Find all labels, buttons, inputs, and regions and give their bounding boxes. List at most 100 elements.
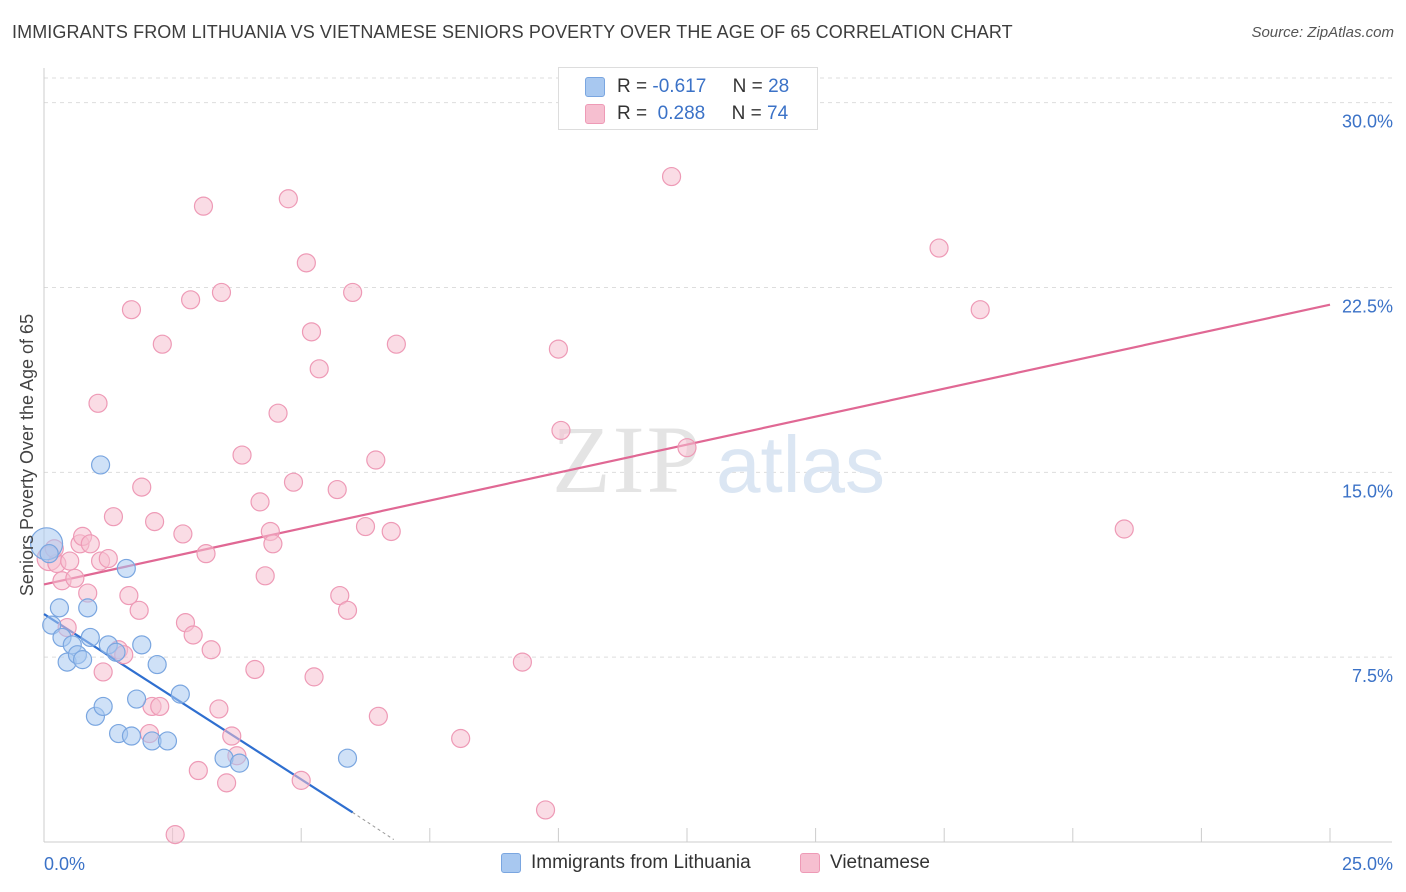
point-vietnamese (98, 548, 118, 569)
point-vietnamese (291, 770, 311, 790)
point-lithuania (229, 753, 250, 773)
point-vietnamese (144, 512, 165, 532)
point-vietnamese (217, 773, 237, 793)
point-vietnamese (201, 640, 221, 660)
n-label: N = (731, 103, 762, 124)
point-lithuania (157, 731, 178, 751)
point-lithuania (147, 654, 167, 675)
point-vietnamese (268, 403, 288, 423)
point-vietnamese (535, 800, 556, 820)
point-vietnamese (132, 477, 152, 497)
point-lithuania (42, 615, 62, 635)
point-vietnamese (119, 585, 139, 606)
point-vietnamese (65, 568, 85, 588)
point-vietnamese (152, 334, 172, 354)
r-label: R = (617, 76, 648, 97)
point-vietnamese (283, 472, 304, 492)
point-vietnamese (551, 420, 571, 441)
point-lithuania (90, 455, 111, 475)
point-vietnamese (451, 728, 471, 749)
point-lithuania (170, 684, 190, 704)
point-vietnamese (548, 339, 569, 359)
legend-item-lithuania[interactable]: Immigrants from Lithuania (501, 852, 751, 874)
point-vietnamese (309, 359, 329, 379)
point-lithuania (106, 642, 126, 662)
point-vietnamese (381, 521, 401, 542)
chart-legend: Immigrants from Lithuania Vietnamese (0, 852, 1406, 878)
y-axis-label: Seniors Poverty Over the Age of 65 (17, 314, 37, 596)
source-label: Source: ZipAtlas.com (1251, 24, 1394, 41)
point-vietnamese (129, 600, 149, 620)
point-vietnamese (386, 334, 406, 354)
point-vietnamese (368, 706, 388, 726)
point-vietnamese (512, 652, 532, 672)
point-lithuania (49, 598, 70, 618)
point-vietnamese (929, 238, 949, 258)
point-vietnamese (121, 300, 142, 320)
point-vietnamese (196, 544, 216, 564)
point-vietnamese (60, 551, 80, 571)
point-vietnamese (677, 438, 697, 458)
point-vietnamese (263, 534, 283, 554)
point-vietnamese (193, 196, 214, 216)
y-tick-label: 30.0% (1342, 112, 1393, 132)
legend-label-vietnamese: Vietnamese (830, 852, 930, 873)
point-vietnamese (250, 492, 270, 512)
x-tick-label: 0.0% (44, 854, 85, 874)
point-vietnamese (661, 166, 682, 187)
point-lithuania (78, 598, 98, 618)
n-value-lithuania: 28 (768, 76, 790, 97)
legend-label-lithuania: Immigrants from Lithuania (531, 852, 751, 873)
chart-title: IMMIGRANTS FROM LITHUANIA VS VIETNAMESE … (12, 22, 1013, 42)
point-lithuania (121, 726, 142, 746)
point-lithuania (337, 748, 358, 768)
point-lithuania (132, 635, 152, 655)
trendline-extension-lithuania (352, 812, 395, 840)
point-vietnamese (88, 393, 108, 413)
legend-item-vietnamese[interactable]: Vietnamese (800, 852, 930, 874)
point-vietnamese (150, 696, 170, 717)
point-vietnamese (343, 282, 363, 303)
y-tick-label: 22.5% (1342, 296, 1393, 316)
point-vietnamese (245, 659, 265, 680)
y-tick-label: 7.5% (1352, 666, 1393, 686)
point-vietnamese (296, 253, 316, 273)
point-vietnamese (304, 667, 324, 687)
point-vietnamese (301, 322, 322, 342)
point-vietnamese (255, 566, 275, 586)
point-vietnamese (366, 450, 386, 470)
point-vietnamese (327, 479, 347, 500)
point-vietnamese (970, 300, 990, 320)
stats-legend: R = -0.617 N = 28 R = 0.288 N = 74 (558, 67, 818, 130)
point-lithuania (116, 558, 136, 579)
n-label: N = (732, 76, 763, 97)
r-label: R = (617, 103, 648, 124)
point-vietnamese (355, 516, 376, 537)
watermark-atlas: atlas (716, 420, 885, 509)
point-vietnamese (103, 507, 124, 527)
y-tick-label: 15.0% (1342, 481, 1393, 501)
point-vietnamese (222, 726, 242, 746)
watermark-zip: ZIP (552, 406, 702, 513)
point-vietnamese (330, 585, 350, 606)
point-lithuania (72, 650, 93, 670)
point-lithuania (126, 689, 147, 709)
point-vietnamese (173, 524, 193, 544)
r-value-vietnamese: 0.288 (657, 103, 706, 124)
r-value-lithuania: -0.617 (652, 76, 707, 97)
point-vietnamese (188, 760, 208, 781)
point-vietnamese (209, 699, 229, 719)
point-vietnamese (278, 189, 298, 209)
n-value-vietnamese: 74 (767, 103, 789, 124)
point-vietnamese (232, 445, 252, 465)
legend-swatch-vietnamese (800, 853, 820, 873)
point-lithuania (80, 627, 100, 648)
legend-swatch-lithuania (501, 853, 521, 873)
point-vietnamese (181, 290, 201, 310)
point-vietnamese (1114, 519, 1134, 539)
stats-swatch-lithuania (585, 77, 605, 97)
point-vietnamese (211, 282, 232, 303)
stats-swatch-vietnamese (585, 104, 605, 124)
point-vietnamese (337, 600, 358, 620)
